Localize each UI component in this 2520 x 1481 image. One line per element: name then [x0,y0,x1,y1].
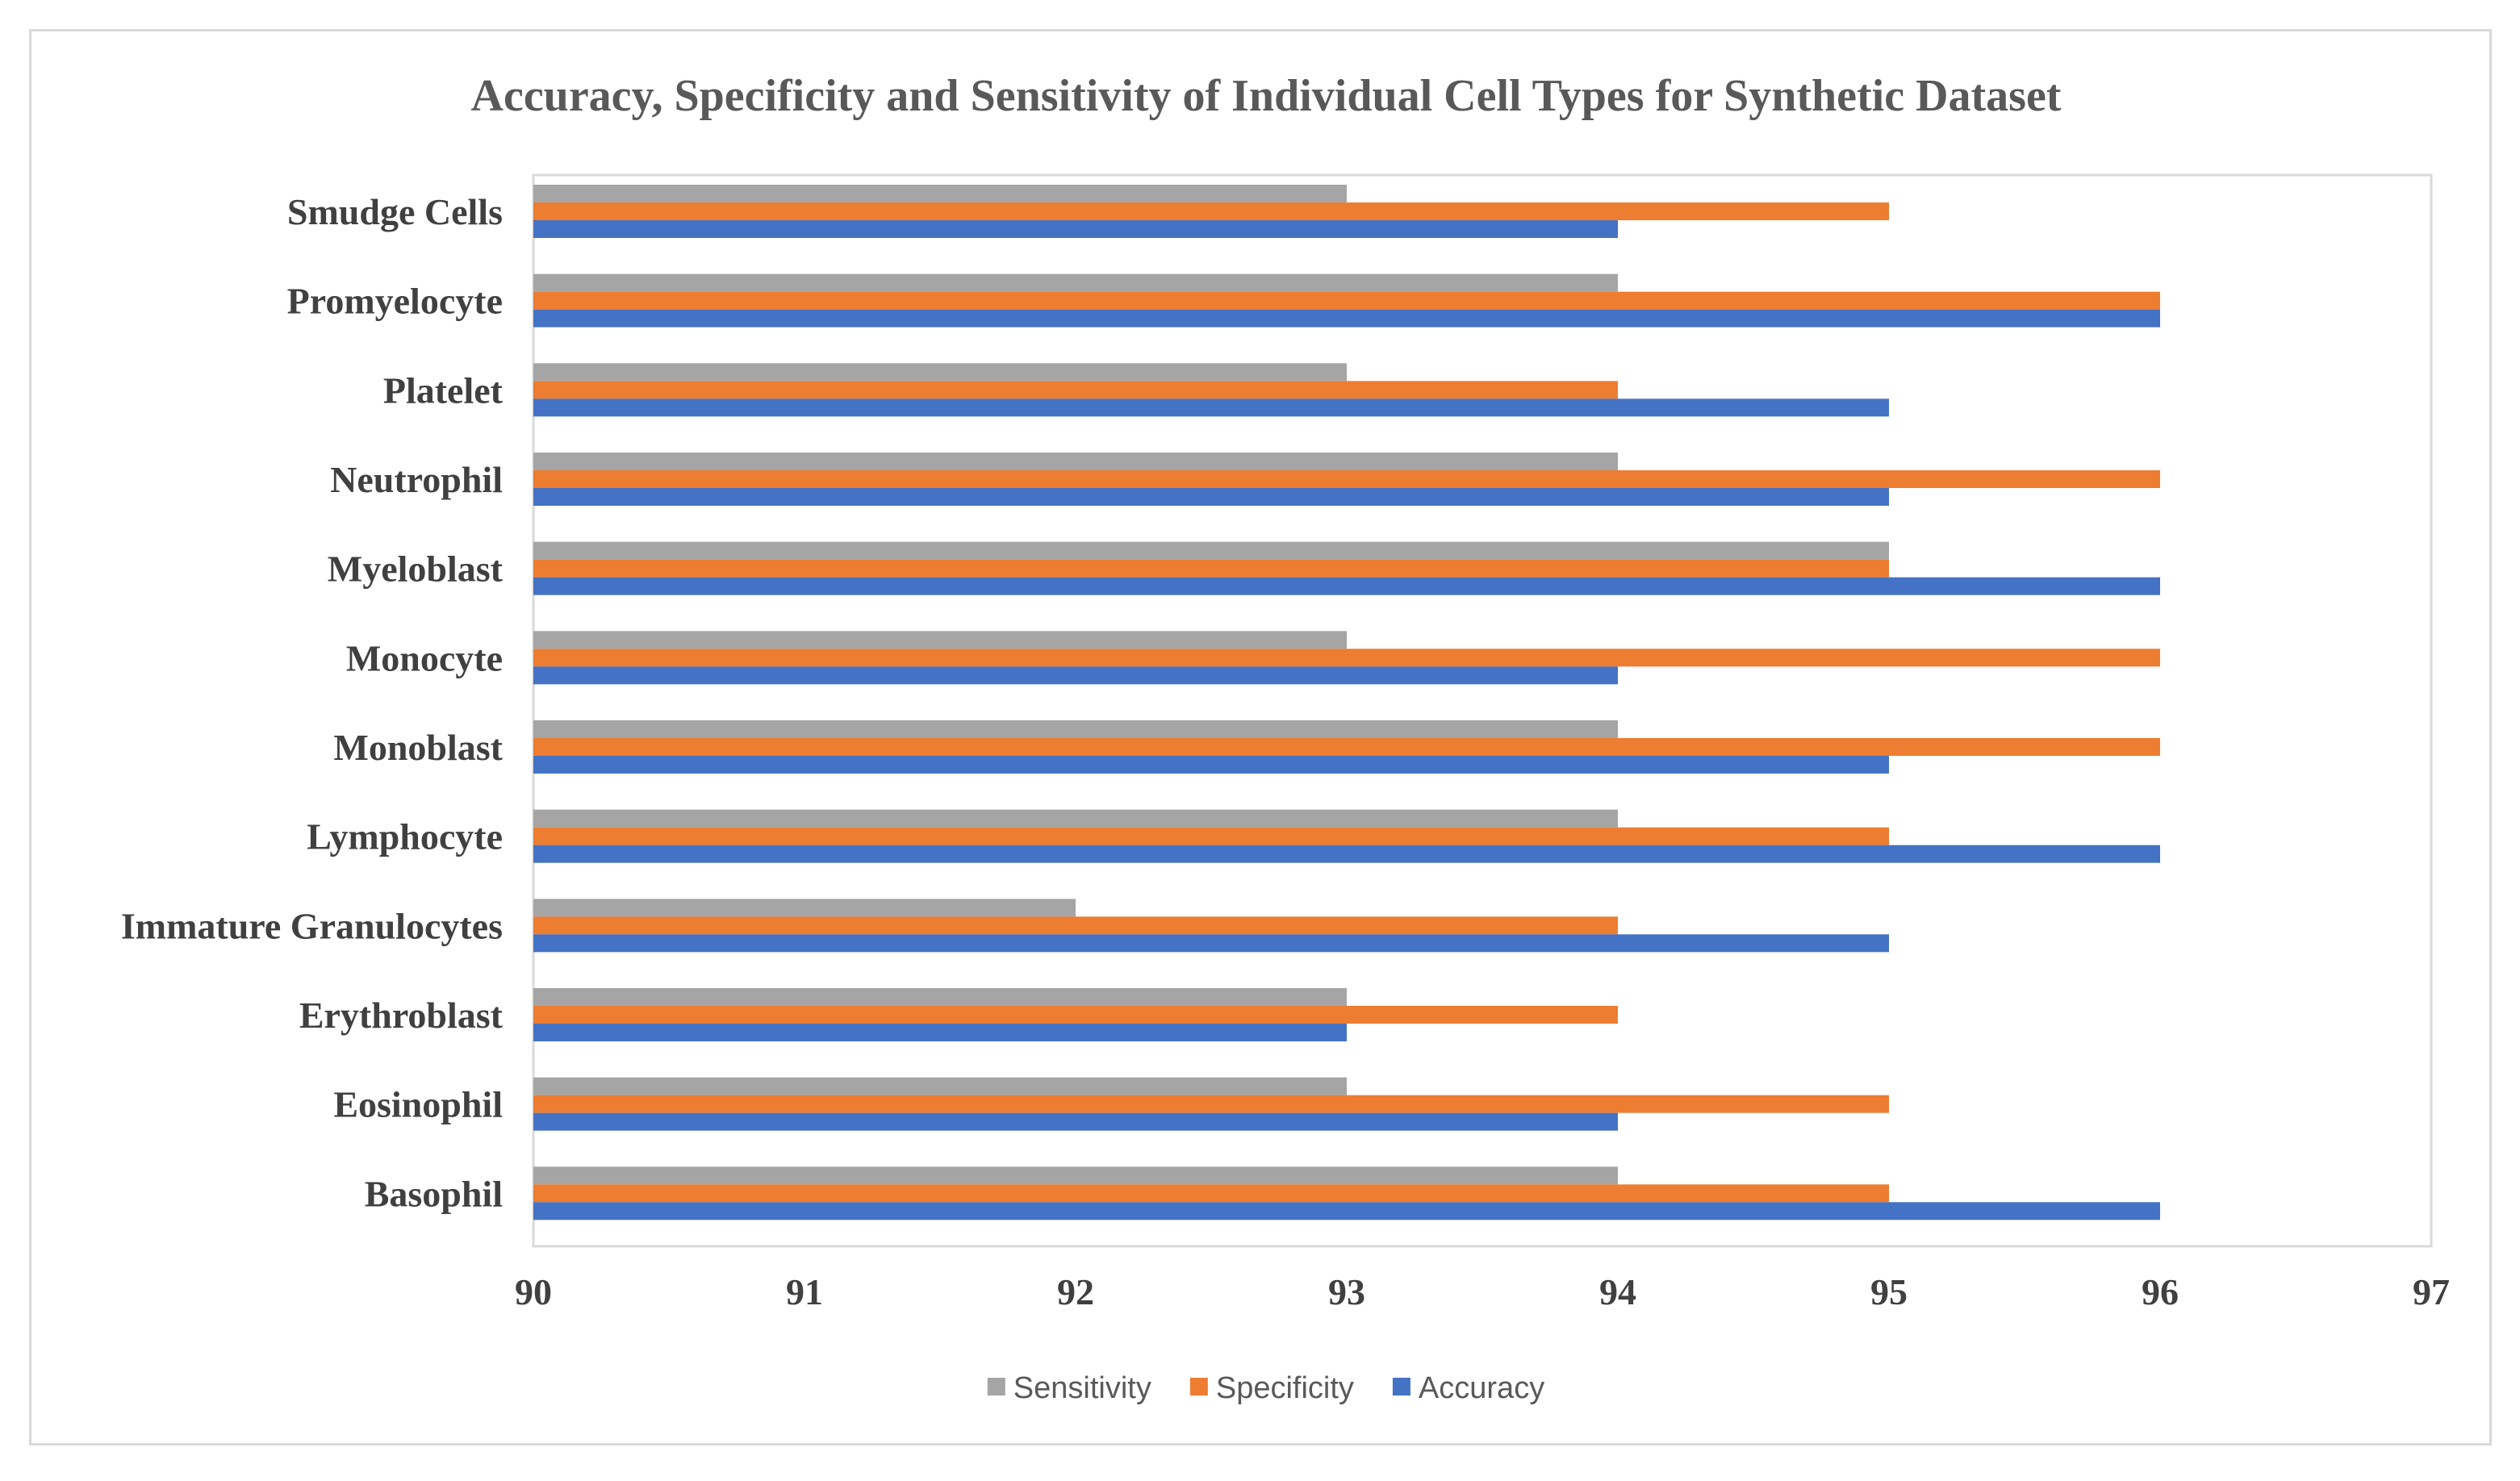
category-label-platelet: Platelet [383,369,504,411]
bar-accuracy-platelet [533,398,1889,417]
bar-accuracy-monocyte [533,666,1618,685]
x-tick-label: 96 [2142,1271,2179,1312]
category-label-immature-granulocytes: Immature Granulocytes [121,905,503,946]
bar-sensitivity-lymphocyte [533,809,1618,828]
legend: Sensitivity Specificity Accuracy [987,1371,1544,1405]
bars-layer [533,185,2160,1220]
x-tick-label: 95 [1870,1271,1908,1312]
x-tick-label: 93 [1328,1271,1365,1312]
category-label-smudge-cells: Smudge Cells [287,191,503,232]
bar-chart: Accuracy, Specificity and Sensitivity of… [121,71,2450,1405]
bar-accuracy-smudge-cells [533,220,1618,238]
category-label-lymphocyte: Lymphocyte [307,816,503,857]
bar-sensitivity-monoblast [533,720,1618,738]
x-axis-tick-labels: 90 91 92 93 94 95 96 97 [515,1271,2450,1312]
bar-specificity-monocyte [533,649,2160,667]
bar-accuracy-promyelocyte [533,309,2160,327]
category-label-eosinophil: Eosinophil [333,1084,503,1125]
bar-sensitivity-monocyte [533,631,1347,649]
bar-accuracy-neutrophil [533,488,1889,506]
category-label-monocyte: Monocyte [346,637,503,678]
bar-sensitivity-erythroblast [533,988,1347,1006]
legend-swatch-accuracy [1392,1378,1410,1395]
category-label-neutrophil: Neutrophil [330,459,503,500]
bar-accuracy-basophil [533,1202,2160,1220]
legend-swatch-specificity [1189,1378,1208,1395]
chart-title: Accuracy, Specificity and Sensitivity of… [471,71,2062,121]
category-label-erythroblast: Erythroblast [299,995,504,1036]
x-tick-label: 97 [2413,1271,2450,1312]
bar-specificity-immature-granulocytes [533,916,1618,935]
bar-accuracy-eosinophil [533,1112,1618,1131]
legend-label-specificity: Specificity [1216,1371,1354,1405]
chart-frame: Accuracy, Specificity and Sensitivity of… [29,29,2492,1446]
bar-sensitivity-neutrophil [533,453,1618,470]
bar-sensitivity-eosinophil [533,1077,1347,1095]
bar-specificity-monoblast [533,738,2160,756]
bar-specificity-promyelocyte [533,291,2160,310]
bar-specificity-neutrophil [533,470,2160,488]
bar-sensitivity-basophil [533,1166,1618,1185]
bar-specificity-platelet [533,381,1618,399]
category-label-promyelocyte: Promyelocyte [287,281,503,322]
bar-specificity-smudge-cells [533,202,1889,220]
bar-specificity-myeloblast [533,559,1889,578]
bar-sensitivity-myeloblast [533,541,1889,560]
legend-swatch-sensitivity [987,1378,1005,1395]
category-label-monoblast: Monoblast [333,727,503,768]
bar-accuracy-myeloblast [533,577,2160,595]
bar-accuracy-immature-granulocytes [533,934,1889,953]
bar-specificity-basophil [533,1184,1889,1203]
bar-specificity-erythroblast [533,1006,1618,1024]
legend-label-sensitivity: Sensitivity [1013,1371,1151,1405]
bar-specificity-eosinophil [533,1095,1889,1113]
plot-area [532,173,2433,1248]
x-tick-label: 94 [1599,1271,1636,1312]
bar-sensitivity-smudge-cells [533,185,1347,202]
x-tick-label: 90 [515,1271,552,1312]
category-label-myeloblast: Myeloblast [328,549,504,590]
x-tick-label: 92 [1057,1271,1094,1312]
bar-accuracy-erythroblast [533,1024,1347,1041]
bar-accuracy-lymphocyte [533,845,2160,863]
category-labels: Smudge Cells Promyelocyte Platelet Neutroph… [121,191,504,1214]
bar-accuracy-monoblast [533,756,1889,774]
bar-specificity-lymphocyte [533,827,1889,845]
bar-sensitivity-immature-granulocytes [533,899,1076,917]
bar-sensitivity-promyelocyte [533,273,1618,292]
legend-label-accuracy: Accuracy [1419,1371,1544,1405]
bar-sensitivity-platelet [533,363,1347,382]
category-label-basophil: Basophil [365,1173,503,1214]
x-tick-label: 91 [786,1271,823,1312]
